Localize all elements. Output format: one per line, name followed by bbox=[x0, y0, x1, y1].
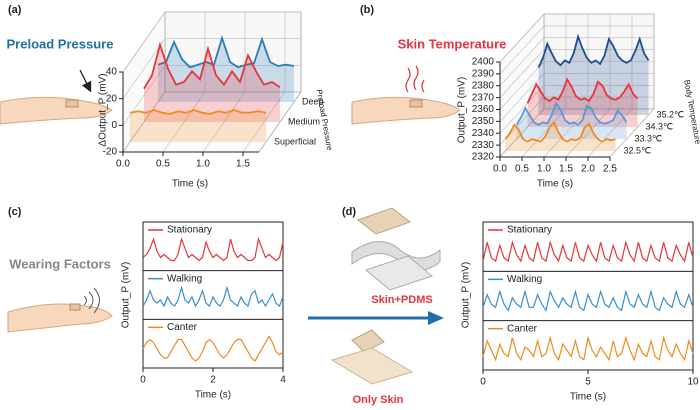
y-tick-label: -20 bbox=[103, 147, 118, 158]
y-tick-label: 0 bbox=[111, 120, 117, 131]
series-line bbox=[129, 109, 267, 115]
x-tick-label: 2.5 bbox=[603, 164, 617, 175]
y-tick-label: 2340 bbox=[472, 128, 495, 139]
legend-label: Walking bbox=[507, 274, 542, 285]
grid-line bbox=[122, 12, 166, 153]
x-tick-label: 0.5 bbox=[515, 164, 529, 175]
x-axis-label: Time (s) bbox=[537, 179, 573, 190]
y-tick-label: 2370 bbox=[472, 92, 495, 103]
x-tick-label: 2 bbox=[210, 375, 216, 386]
x-tick-label: 1.5 bbox=[559, 164, 573, 175]
y-tick-label: 40 bbox=[106, 67, 118, 78]
series-line bbox=[142, 285, 284, 308]
y-axis-label: ΔOutput_P (mV) bbox=[98, 73, 109, 146]
grid-line bbox=[242, 12, 286, 153]
y-axis-label: Output_P (mV) bbox=[121, 262, 132, 329]
depth-label: 35.2℃ bbox=[657, 109, 685, 119]
annotation: Wearing Factors bbox=[9, 256, 111, 271]
x-axis-label: Time (s) bbox=[570, 392, 606, 403]
depth-axis-label: Body Temperature bbox=[682, 79, 700, 145]
depth-label: Medium bbox=[288, 116, 320, 126]
series-line bbox=[537, 33, 650, 68]
x-axis-label: Time (s) bbox=[195, 390, 231, 401]
y-tick-label: 2390 bbox=[472, 69, 495, 80]
x-tick-label: 0.0 bbox=[493, 164, 507, 175]
y-tick-label: 2360 bbox=[472, 104, 495, 115]
x-tick-label: 2.0 bbox=[581, 164, 595, 175]
axis bbox=[122, 72, 259, 153]
panel-label: (a) bbox=[8, 4, 22, 16]
transition-arrow bbox=[308, 311, 444, 325]
arm-illustration-b bbox=[351, 65, 461, 125]
annotation: Preload Pressure bbox=[7, 36, 114, 51]
y-tick-label: 2320 bbox=[472, 152, 495, 163]
x-axis-label: Time (s) bbox=[172, 179, 208, 190]
depth-label: 33.3℃ bbox=[635, 133, 663, 143]
series-line bbox=[482, 335, 694, 362]
x-tick-label: 5 bbox=[585, 377, 591, 388]
annotation: Skin Temperature bbox=[398, 36, 507, 51]
series-fill bbox=[516, 103, 627, 139]
plot-frame bbox=[142, 221, 284, 369]
series-fill bbox=[527, 79, 638, 127]
only-skin-illustration bbox=[330, 329, 414, 385]
x-tick-label: 4 bbox=[280, 375, 286, 386]
arm-illustration-a bbox=[0, 69, 113, 125]
grid-line bbox=[499, 14, 545, 158]
skin-pdms-illustration bbox=[351, 207, 441, 291]
series-line bbox=[482, 289, 694, 312]
grid-line bbox=[162, 12, 206, 153]
legend-label: Canter bbox=[507, 323, 538, 334]
legend-label: Walking bbox=[167, 273, 202, 284]
series-fill bbox=[130, 110, 266, 142]
grid-line bbox=[565, 14, 611, 158]
y-tick-label: 2350 bbox=[472, 116, 495, 127]
panel-label: (d) bbox=[342, 206, 356, 218]
x-tick-label: 0.5 bbox=[156, 159, 170, 170]
panel-label: (b) bbox=[360, 4, 374, 16]
x-tick-label: 1.0 bbox=[537, 164, 551, 175]
depth-label: Deep bbox=[302, 96, 324, 106]
y-axis-label: Output_P (mV) bbox=[461, 262, 472, 329]
annotation: Only Skin bbox=[353, 394, 404, 406]
x-tick-label: 0 bbox=[480, 377, 486, 388]
series-line bbox=[142, 335, 284, 362]
y-tick-label: 20 bbox=[106, 93, 118, 104]
legend-label: Stationary bbox=[507, 225, 552, 236]
depth-label: 34.3℃ bbox=[646, 121, 674, 131]
x-tick-label: 0.0 bbox=[116, 159, 130, 170]
x-tick-label: 10 bbox=[687, 377, 699, 388]
y-tick-label: 2330 bbox=[472, 140, 495, 151]
grid-line bbox=[543, 14, 589, 158]
axis bbox=[499, 62, 610, 158]
y-tick-label: 2380 bbox=[472, 80, 495, 91]
panel-label: (c) bbox=[8, 206, 22, 218]
depth-label: 32.5℃ bbox=[624, 145, 652, 155]
series-line bbox=[142, 236, 284, 262]
series-line bbox=[157, 35, 295, 69]
grid-line bbox=[609, 14, 655, 158]
x-tick-label: 1.5 bbox=[236, 159, 250, 170]
series-line bbox=[515, 101, 628, 126]
annotation: Skin+PDMS bbox=[371, 294, 432, 306]
hand-illustration-c bbox=[7, 287, 113, 333]
series-line bbox=[143, 41, 281, 90]
legend-label: Canter bbox=[167, 322, 198, 333]
depth-label: Superficial bbox=[274, 136, 316, 146]
x-tick-label: 1.0 bbox=[196, 159, 210, 170]
series-line bbox=[526, 77, 639, 104]
series-line bbox=[482, 240, 694, 263]
legend-label: Stationary bbox=[167, 225, 212, 236]
series-fill bbox=[158, 38, 294, 102]
y-tick-label: 2400 bbox=[472, 57, 495, 68]
y-axis-label: Output_P (mV) bbox=[457, 77, 468, 144]
series-line bbox=[504, 120, 616, 143]
x-tick-label: 0 bbox=[140, 375, 146, 386]
grid-line bbox=[202, 12, 246, 153]
